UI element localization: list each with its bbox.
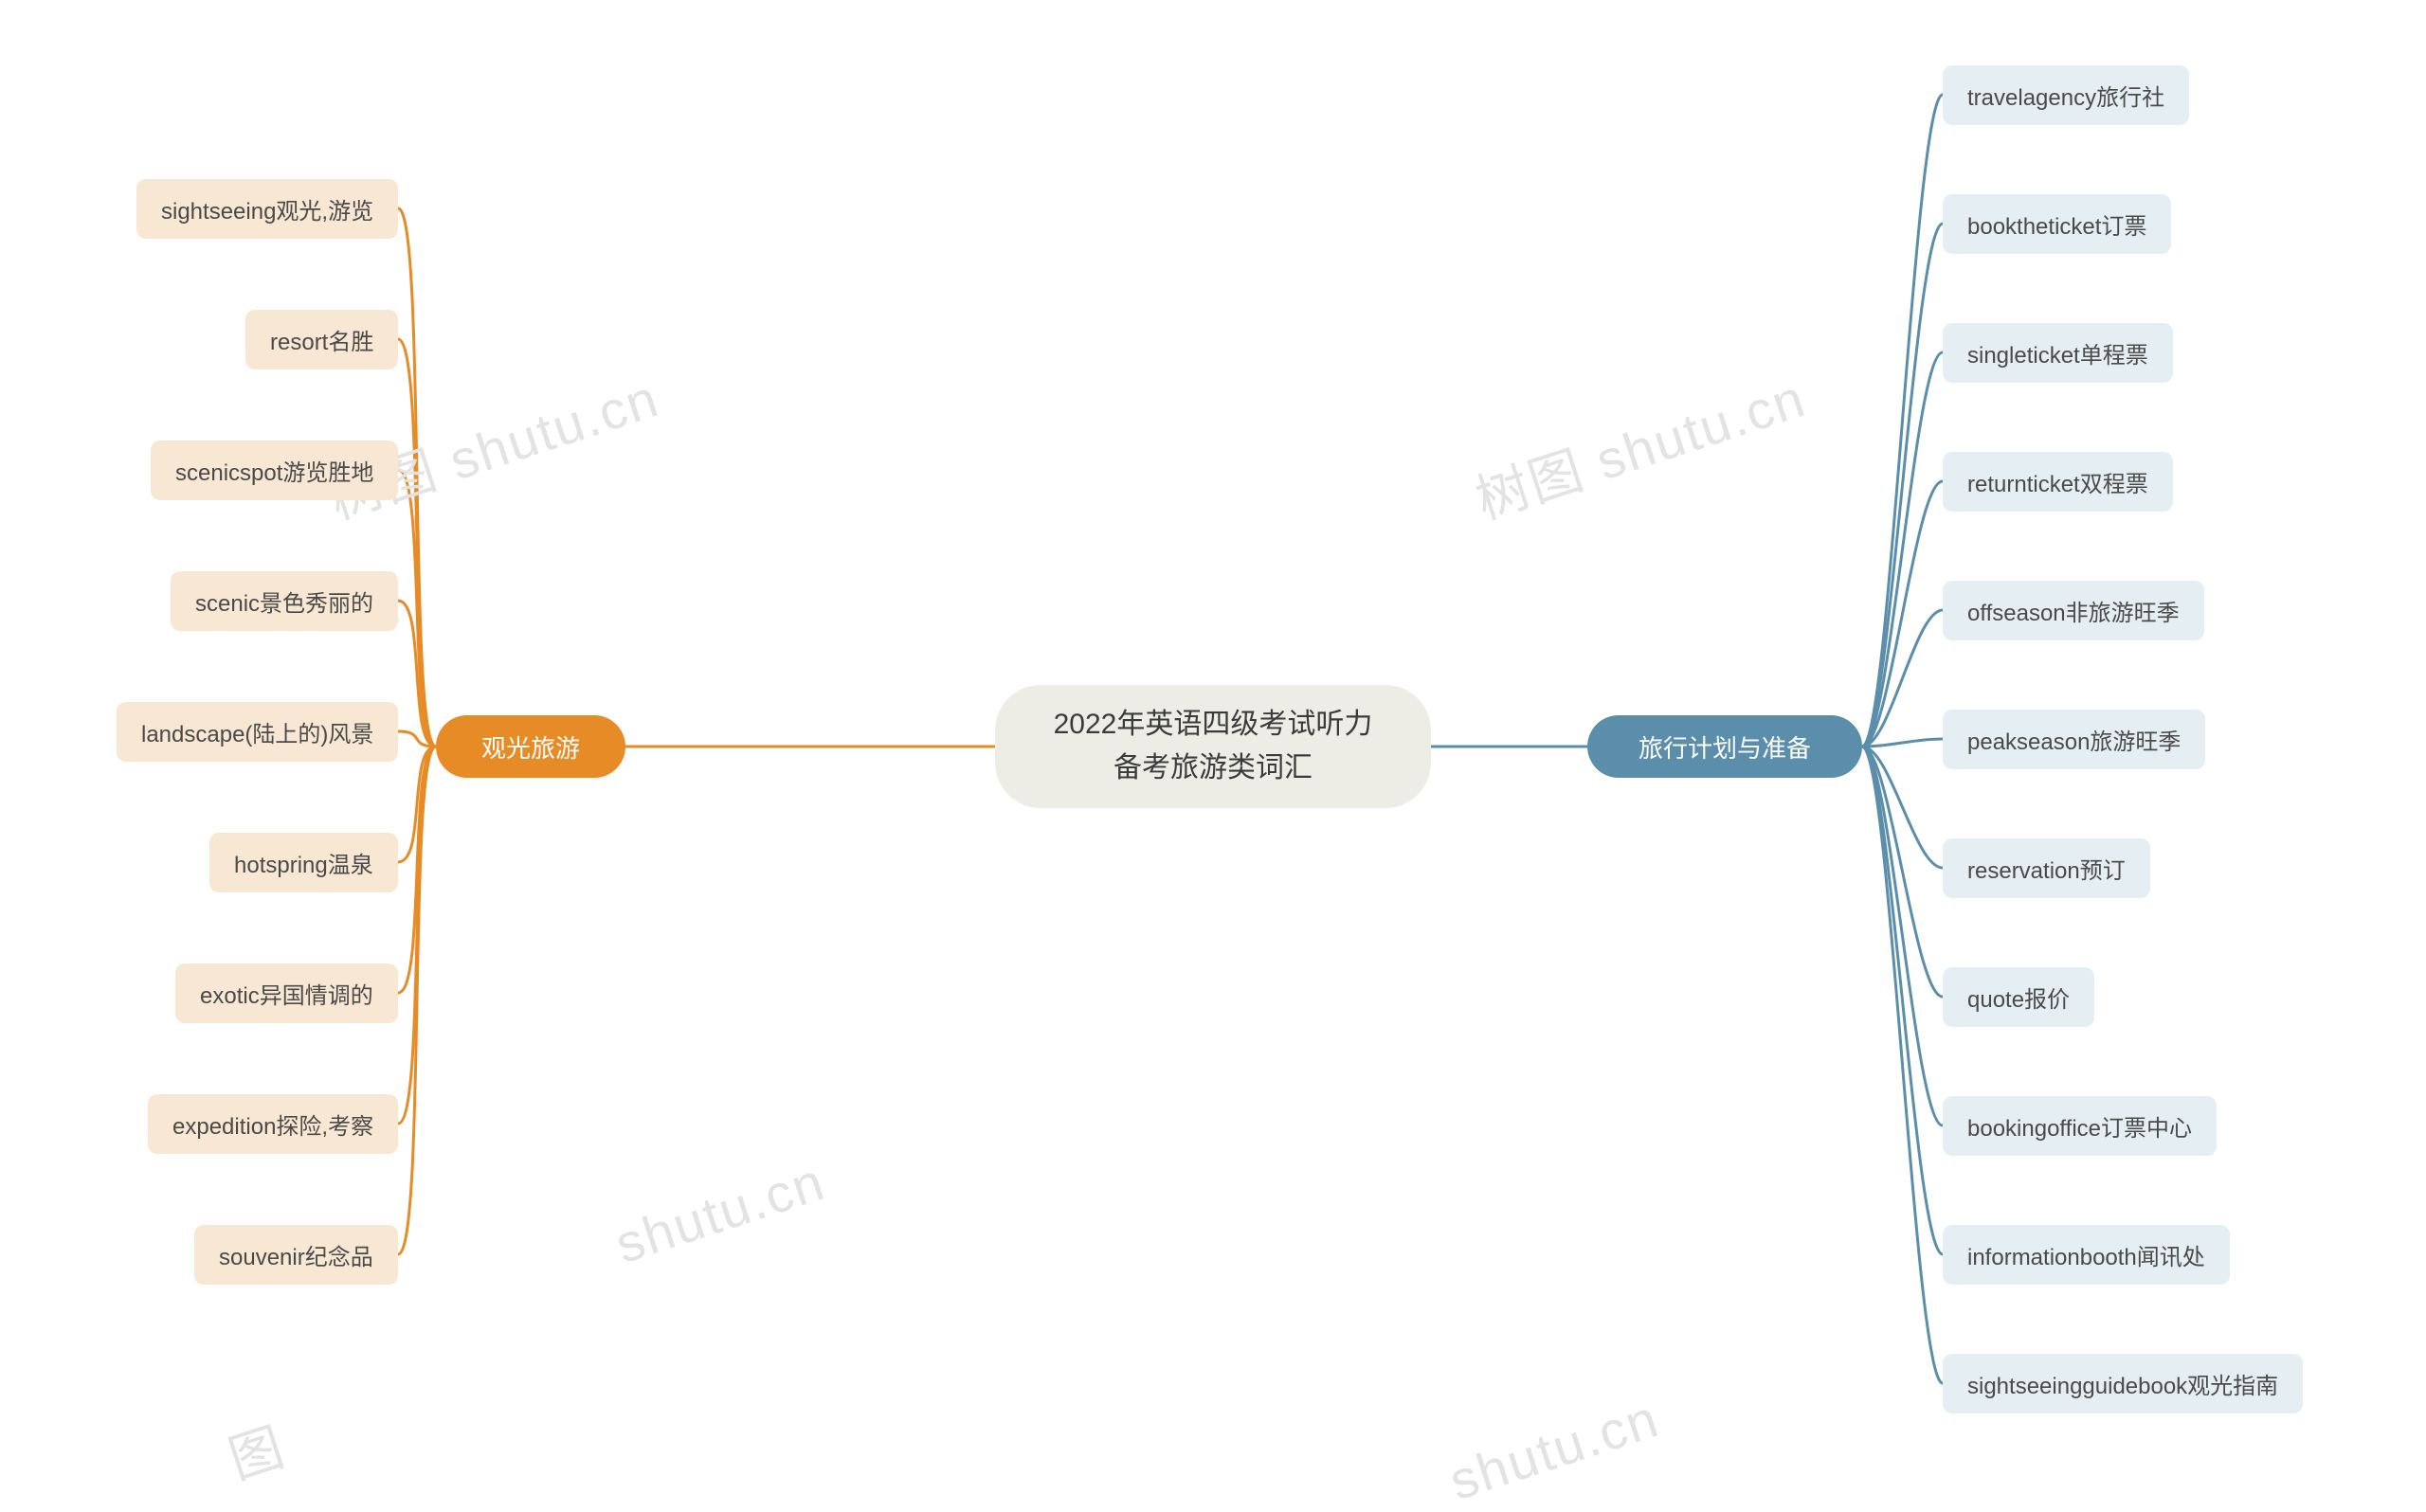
left-leaf-2-label: scenicspot游览胜地 [175,454,373,487]
right-leaf-6-label: reservation预订 [1967,852,2126,885]
left-leaf-5: hotspring温泉 [209,833,398,892]
right-leaf-0: travelagency旅行社 [1943,65,2189,125]
right-leaf-2: singleticket单程票 [1943,323,2173,383]
left-leaf-1-label: resort名胜 [270,323,373,356]
watermark-2: shutu.cn [608,1150,833,1275]
left-branch-label: 观光旅游 [481,729,580,765]
left-leaf-4-label: landscape(陆上的)风景 [141,715,373,748]
left-leaf-6-label: exotic异国情调的 [200,977,373,1010]
watermark-4: 图 [218,1405,294,1495]
left-leaf-8: souvenir纪念品 [194,1225,398,1285]
right-leaf-9-label: informationbooth闻讯处 [1967,1238,2205,1271]
left-leaf-6: exotic异国情调的 [175,963,398,1023]
right-branch-node: 旅行计划与准备 [1587,715,1862,778]
right-leaf-7-label: quote报价 [1967,981,2070,1014]
left-leaf-7: expedition探险,考察 [148,1094,398,1154]
right-leaf-4-label: offseason非旅游旺季 [1967,594,2180,627]
right-leaf-5: peakseason旅游旺季 [1943,710,2205,769]
right-leaf-8: bookingoffice订票中心 [1943,1096,2217,1156]
right-leaf-2-label: singleticket单程票 [1967,336,2148,369]
right-leaf-8-label: bookingoffice订票中心 [1967,1109,2192,1143]
right-leaf-10: sightseeingguidebook观光指南 [1943,1354,2303,1413]
left-leaf-4: landscape(陆上的)风景 [117,702,398,762]
left-leaf-5-label: hotspring温泉 [234,846,373,879]
right-leaf-6: reservation预订 [1943,838,2150,898]
right-leaf-3-label: returnticket双程票 [1967,465,2148,498]
left-leaf-1: resort名胜 [245,310,398,369]
left-leaf-2: scenicspot游览胜地 [151,441,398,500]
right-leaf-7: quote报价 [1943,967,2094,1027]
right-leaf-9: informationbooth闻讯处 [1943,1225,2230,1285]
center-node: 2022年英语四级考试听力备考旅游类词汇 [995,685,1431,808]
right-leaf-10-label: sightseeingguidebook观光指南 [1967,1367,2278,1400]
left-leaf-0-label: sightseeing观光,游览 [161,192,373,225]
left-leaf-3: scenic景色秀丽的 [171,571,398,631]
right-leaf-5-label: peakseason旅游旺季 [1967,723,2181,756]
left-branch-node: 观光旅游 [436,715,625,778]
center-line1: 2022年英语四级考试听力 [1054,703,1373,747]
watermark-3: shutu.cn [1442,1387,1667,1512]
watermark-1: 树图 shutu.cn [1465,356,1815,535]
left-leaf-0: sightseeing观光,游览 [136,179,398,239]
right-leaf-4: offseason非旅游旺季 [1943,581,2204,640]
right-leaf-1: booktheticket订票 [1943,194,2171,254]
right-leaf-3: returnticket双程票 [1943,452,2173,512]
left-leaf-3-label: scenic景色秀丽的 [195,585,373,618]
right-leaf-1-label: booktheticket订票 [1967,207,2146,241]
left-leaf-8-label: souvenir纪念品 [219,1238,373,1271]
mindmap-canvas: 树图 shutu.cn树图 shutu.cnshutu.cnshutu.cn图2… [0,0,2426,1493]
left-leaf-7-label: expedition探险,考察 [172,1107,373,1141]
center-line2: 备考旅游类词汇 [1054,747,1373,791]
right-branch-label: 旅行计划与准备 [1638,729,1811,765]
right-leaf-0-label: travelagency旅行社 [1967,79,2164,112]
